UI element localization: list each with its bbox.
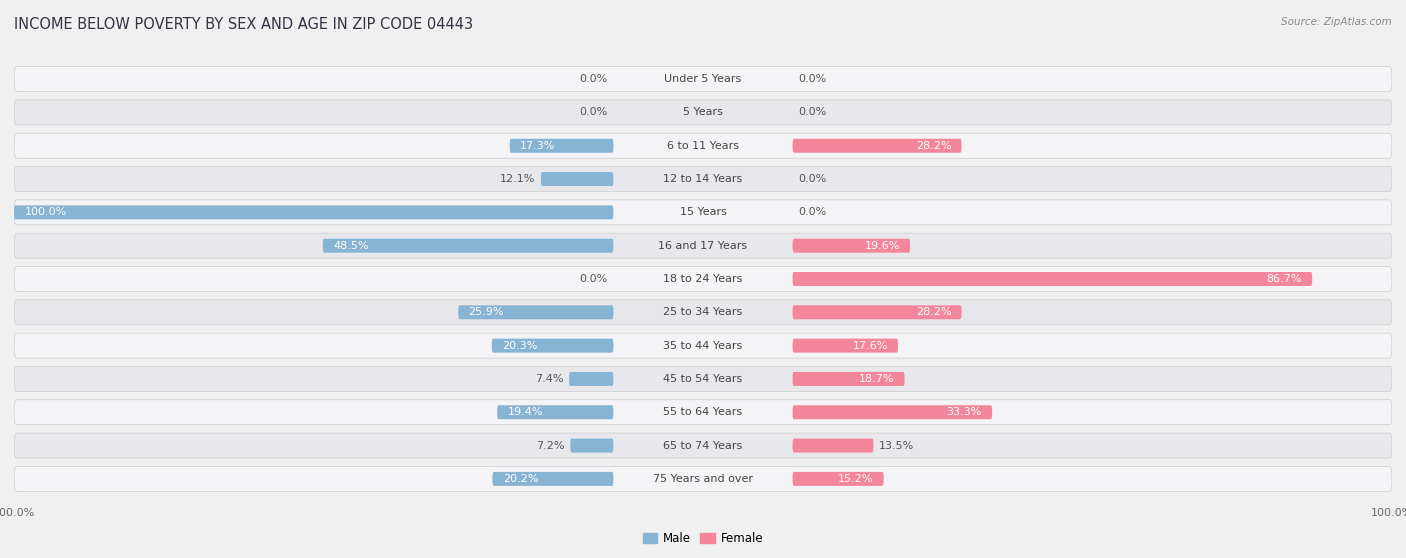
FancyBboxPatch shape <box>14 300 1392 325</box>
Text: 19.4%: 19.4% <box>508 407 543 417</box>
Text: 20.2%: 20.2% <box>503 474 538 484</box>
Text: 100.0%: 100.0% <box>24 208 66 218</box>
FancyBboxPatch shape <box>498 405 613 419</box>
Text: 0.0%: 0.0% <box>799 108 827 117</box>
FancyBboxPatch shape <box>323 239 613 253</box>
FancyBboxPatch shape <box>14 66 1392 92</box>
FancyBboxPatch shape <box>569 372 613 386</box>
Text: 17.6%: 17.6% <box>852 340 887 350</box>
Text: 12.1%: 12.1% <box>501 174 536 184</box>
Text: 0.0%: 0.0% <box>799 174 827 184</box>
FancyBboxPatch shape <box>14 333 1392 358</box>
Text: 25.9%: 25.9% <box>468 307 503 318</box>
FancyBboxPatch shape <box>793 339 898 353</box>
Text: 33.3%: 33.3% <box>946 407 981 417</box>
Text: 55 to 64 Years: 55 to 64 Years <box>664 407 742 417</box>
Text: 48.5%: 48.5% <box>333 240 368 251</box>
Text: 15.2%: 15.2% <box>838 474 873 484</box>
Text: 18.7%: 18.7% <box>859 374 894 384</box>
FancyBboxPatch shape <box>14 100 1392 125</box>
Text: 5 Years: 5 Years <box>683 108 723 117</box>
Text: 15 Years: 15 Years <box>679 208 727 218</box>
Text: INCOME BELOW POVERTY BY SEX AND AGE IN ZIP CODE 04443: INCOME BELOW POVERTY BY SEX AND AGE IN Z… <box>14 17 474 32</box>
FancyBboxPatch shape <box>14 233 1392 258</box>
Legend: Male, Female: Male, Female <box>638 527 768 550</box>
Text: 18 to 24 Years: 18 to 24 Years <box>664 274 742 284</box>
Text: 16 and 17 Years: 16 and 17 Years <box>658 240 748 251</box>
FancyBboxPatch shape <box>492 339 613 353</box>
FancyBboxPatch shape <box>793 372 904 386</box>
Text: 7.2%: 7.2% <box>536 441 565 450</box>
FancyBboxPatch shape <box>14 466 1392 492</box>
Text: 65 to 74 Years: 65 to 74 Years <box>664 441 742 450</box>
FancyBboxPatch shape <box>492 472 613 486</box>
Text: 0.0%: 0.0% <box>799 74 827 84</box>
FancyBboxPatch shape <box>14 400 1392 425</box>
FancyBboxPatch shape <box>14 167 1392 191</box>
Text: 13.5%: 13.5% <box>879 441 914 450</box>
Text: 86.7%: 86.7% <box>1267 274 1302 284</box>
Text: 28.2%: 28.2% <box>915 141 952 151</box>
Text: 17.3%: 17.3% <box>520 141 555 151</box>
Text: 75 Years and over: 75 Years and over <box>652 474 754 484</box>
Text: 0.0%: 0.0% <box>799 208 827 218</box>
Text: 25 to 34 Years: 25 to 34 Years <box>664 307 742 318</box>
FancyBboxPatch shape <box>510 139 613 153</box>
FancyBboxPatch shape <box>793 439 873 453</box>
FancyBboxPatch shape <box>14 200 1392 225</box>
FancyBboxPatch shape <box>571 439 613 453</box>
FancyBboxPatch shape <box>793 139 962 153</box>
Text: 45 to 54 Years: 45 to 54 Years <box>664 374 742 384</box>
FancyBboxPatch shape <box>793 272 1312 286</box>
FancyBboxPatch shape <box>14 433 1392 458</box>
Text: 28.2%: 28.2% <box>915 307 952 318</box>
Text: 7.4%: 7.4% <box>536 374 564 384</box>
FancyBboxPatch shape <box>793 405 993 419</box>
Text: 6 to 11 Years: 6 to 11 Years <box>666 141 740 151</box>
FancyBboxPatch shape <box>14 267 1392 291</box>
FancyBboxPatch shape <box>14 205 613 219</box>
Text: Under 5 Years: Under 5 Years <box>665 74 741 84</box>
Text: 0.0%: 0.0% <box>579 108 607 117</box>
FancyBboxPatch shape <box>793 305 962 319</box>
FancyBboxPatch shape <box>541 172 613 186</box>
Text: 0.0%: 0.0% <box>579 74 607 84</box>
Text: 20.3%: 20.3% <box>502 340 537 350</box>
FancyBboxPatch shape <box>14 133 1392 158</box>
Text: Source: ZipAtlas.com: Source: ZipAtlas.com <box>1281 17 1392 27</box>
FancyBboxPatch shape <box>458 305 613 319</box>
Text: 35 to 44 Years: 35 to 44 Years <box>664 340 742 350</box>
Text: 0.0%: 0.0% <box>579 274 607 284</box>
Text: 12 to 14 Years: 12 to 14 Years <box>664 174 742 184</box>
Text: 19.6%: 19.6% <box>865 240 900 251</box>
FancyBboxPatch shape <box>793 472 883 486</box>
FancyBboxPatch shape <box>14 367 1392 391</box>
FancyBboxPatch shape <box>793 239 910 253</box>
